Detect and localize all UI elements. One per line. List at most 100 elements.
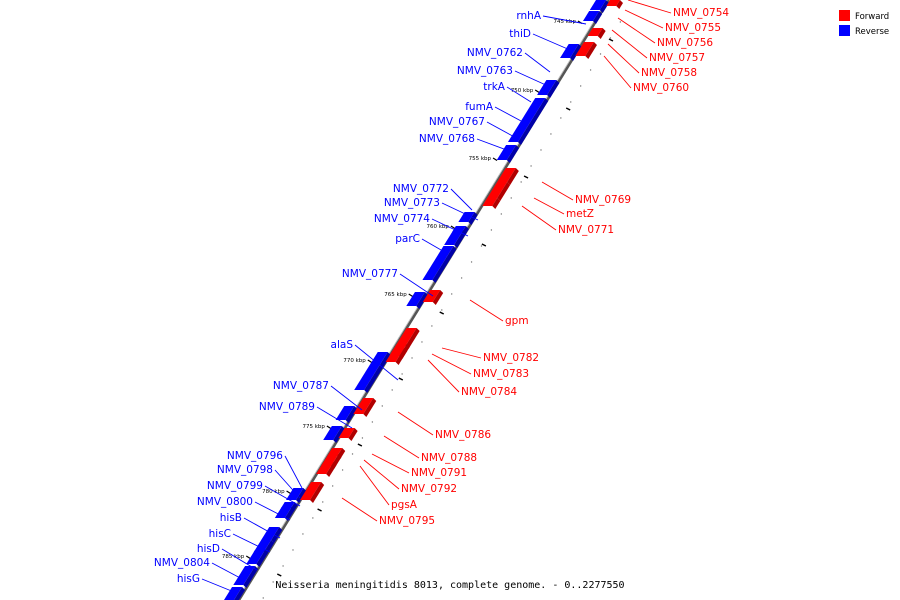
forward-gene-label[interactable]: pgsA: [391, 499, 418, 511]
forward-gene-arrow-shade: [616, 0, 623, 9]
reverse-gene-label[interactable]: NMV_0762: [467, 47, 523, 59]
reverse-gene-label[interactable]: NMV_0772: [393, 183, 449, 195]
track-dot: [262, 597, 264, 599]
reverse-gene-label[interactable]: NMV_0804: [154, 557, 210, 569]
track-dot: [579, 85, 582, 87]
reverse-gene-arrow-shade: [284, 507, 295, 521]
reverse-gene-label[interactable]: NMV_0787: [273, 380, 329, 392]
track-dot: [361, 437, 364, 439]
reverse-gene-label[interactable]: alaS: [331, 339, 354, 351]
forward-gene-arrow: [395, 328, 417, 346]
forward-gene-label[interactable]: gpm: [505, 315, 529, 327]
gene-arrows: [224, 0, 623, 600]
forward-gene-label[interactable]: NMV_0756: [657, 37, 713, 49]
reverse-gene-label[interactable]: hisG: [177, 573, 200, 585]
reverse-gene-arrow: [323, 426, 342, 440]
track-dot: [570, 101, 572, 103]
reverse-gene-arrow: [246, 550, 265, 564]
reverse-gene-label[interactable]: rnhA: [516, 10, 541, 22]
tick-label: 745 kbp: [554, 19, 577, 25]
reverse-gene-label-leader: [476, 138, 513, 153]
tick-label: 750 kbp: [511, 88, 534, 94]
forward-gene-label-leader: [363, 459, 400, 490]
reverse-gene-label[interactable]: trkA: [483, 81, 506, 93]
forward-gene-label[interactable]: NMV_0755: [665, 22, 721, 34]
reverse-gene-arrow-shade: [296, 488, 307, 503]
tick-mark: [534, 89, 540, 94]
reverse-gene-label[interactable]: NMV_0798: [217, 464, 273, 476]
reverse-gene-arrow-shade: [592, 11, 603, 24]
reverse-gene-label-leader: [316, 406, 353, 429]
reverse-gene-arrow-shade: [599, 0, 609, 13]
track-dot: [599, 53, 602, 55]
forward-gene-arrow-shade: [585, 42, 597, 59]
reverse-gene-label[interactable]: hisC: [209, 528, 231, 540]
forward-gene-arrow-shade: [432, 290, 444, 305]
reverse-gene-label[interactable]: NMV_0768: [419, 133, 475, 145]
reverse-gene-arrow: [458, 212, 475, 222]
reverse-gene-arrow-shade: [345, 406, 358, 423]
reverse-gene-arrow-shade: [547, 80, 560, 98]
minor-tick-mark: [398, 377, 404, 381]
forward-gene-label[interactable]: metZ: [566, 208, 594, 220]
reverse-gene-arrow: [233, 566, 256, 585]
reverse-gene-label[interactable]: hisB: [220, 512, 242, 524]
forward-gene-label[interactable]: NMV_0783: [473, 368, 529, 380]
reverse-gene-label-leader: [211, 562, 245, 581]
track-dot: [470, 261, 473, 263]
reverse-gene-label[interactable]: NMV_0774: [374, 213, 430, 225]
forward-gene-arrow: [487, 182, 508, 198]
forward-gene-label[interactable]: NMV_0754: [673, 7, 729, 19]
reverse-gene-label[interactable]: NMV_0799: [207, 480, 263, 492]
track-dot: [351, 453, 354, 455]
reverse-gene-label[interactable]: NMV_0763: [457, 65, 513, 77]
track-dot: [460, 277, 463, 279]
forward-gene-label[interactable]: NMV_0784: [461, 386, 517, 398]
forward-gene-arrow-shade: [507, 168, 519, 185]
forward-gene-label[interactable]: NMV_0795: [379, 515, 435, 527]
reverse-gene-label[interactable]: thiD: [509, 28, 531, 40]
forward-gene-label[interactable]: NMV_0760: [633, 82, 689, 94]
reverse-gene-label[interactable]: NMV_0796: [227, 450, 283, 462]
forward-gene-label-leader: [607, 43, 640, 74]
forward-gene-label[interactable]: NMV_0791: [411, 467, 467, 479]
forward-gene-arrow: [300, 482, 322, 500]
reverse-gene-arrow-shade: [271, 527, 283, 543]
reverse-gene-label[interactable]: NMV_0777: [342, 268, 398, 280]
track-dot: [371, 421, 374, 423]
forward-gene-arrow-shade: [597, 28, 606, 39]
forward-gene-label-leader: [541, 181, 574, 201]
forward-gene-arrow-shade: [405, 328, 420, 349]
track-dot: [530, 165, 532, 167]
reverse-gene-label-leader: [330, 385, 363, 411]
forward-gene-label[interactable]: NMV_0757: [649, 52, 705, 64]
track-dot: [619, 21, 622, 23]
forward-gene-label[interactable]: NMV_0769: [575, 194, 631, 206]
forward-gene-label-leader: [441, 347, 482, 359]
reverse-gene-label[interactable]: hisD: [197, 543, 220, 555]
reverse-gene-arrow: [537, 80, 557, 95]
reverse-gene-label[interactable]: parC: [395, 233, 420, 245]
reverse-gene-label-leader: [254, 501, 291, 521]
reverse-gene-arrow-shade: [333, 426, 345, 443]
track-dot: [341, 469, 344, 471]
forward-gene-label[interactable]: NMV_0792: [401, 483, 457, 495]
forward-gene-label[interactable]: NMV_0758: [641, 67, 697, 79]
forward-gene-label-leader: [521, 205, 557, 231]
reverse-gene-arrow: [422, 246, 454, 280]
reverse-gene-label[interactable]: NMV_0773: [384, 197, 440, 209]
reverse-gene-label[interactable]: NMV_0800: [197, 496, 253, 508]
reverse-gene-arrow-shade: [506, 145, 520, 163]
reverse-gene-label-leader: [201, 578, 235, 593]
forward-gene-label[interactable]: NMV_0786: [435, 429, 491, 441]
reverse-gene-label[interactable]: NMV_0789: [259, 401, 315, 413]
forward-gene-label[interactable]: NMV_0782: [483, 352, 539, 364]
legend-forward-label: Forward: [855, 12, 889, 22]
legend-reverse-label: Reverse: [855, 27, 889, 37]
track-dot: [421, 341, 423, 343]
forward-gene-label[interactable]: NMV_0771: [558, 224, 614, 236]
forward-gene-label[interactable]: NMV_0788: [421, 452, 477, 464]
reverse-gene-label[interactable]: fumA: [465, 101, 494, 113]
forward-gene-arrow-shade: [363, 398, 377, 417]
reverse-gene-label[interactable]: NMV_0767: [429, 116, 485, 128]
